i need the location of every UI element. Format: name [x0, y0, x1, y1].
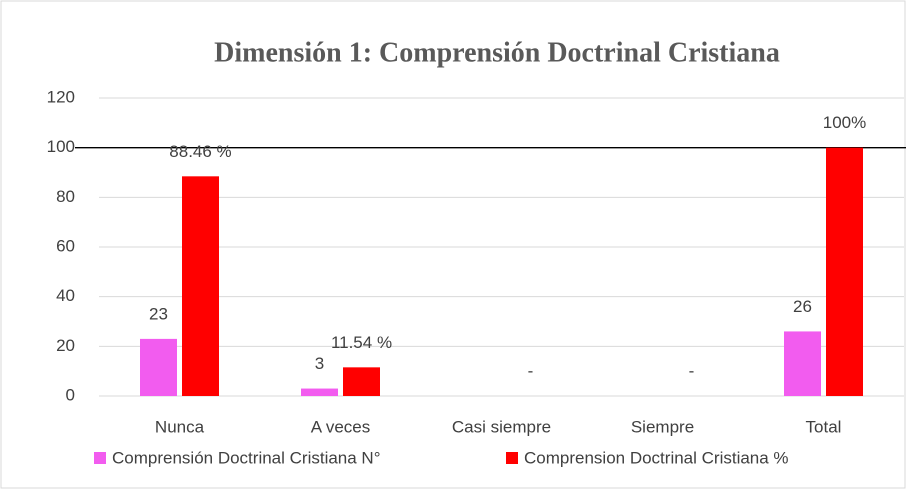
- data-label: -: [689, 361, 695, 380]
- bar: [140, 338, 177, 396]
- data-label: 88.46 %: [169, 142, 231, 161]
- x-tick-label: Siempre: [631, 417, 694, 436]
- data-label: 11.54 %: [331, 333, 392, 352]
- legend-swatch: [94, 452, 106, 464]
- x-tick-label: Nunca: [155, 417, 205, 436]
- x-tick-label: A veces: [311, 417, 371, 436]
- bar: [826, 147, 863, 396]
- data-label: 23: [149, 304, 168, 323]
- y-tick-label: 40: [56, 286, 75, 305]
- y-tick-label: 0: [66, 385, 75, 404]
- y-tick-label: 100: [47, 137, 75, 156]
- data-label: -: [528, 361, 534, 380]
- bar: [784, 331, 821, 396]
- x-tick-label: Casi siempre: [452, 417, 551, 436]
- data-label: 100%: [823, 113, 866, 132]
- y-tick-label: 60: [56, 236, 75, 255]
- bar: [182, 176, 219, 396]
- chart-title: Dimensión 1: Comprensión Doctrinal Crist…: [214, 37, 780, 68]
- data-label: 26: [793, 297, 812, 316]
- bar: [343, 367, 380, 396]
- x-tick-label: Total: [806, 417, 842, 436]
- legend-label: Comprensión Doctrinal Cristiana N°: [112, 448, 381, 467]
- legend-swatch: [506, 452, 518, 464]
- y-tick-label: 80: [56, 187, 75, 206]
- legend-label: Comprension Doctrinal Cristiana %: [524, 448, 789, 467]
- data-label: 3: [315, 354, 324, 373]
- y-tick-label: 20: [56, 336, 75, 355]
- bar: [301, 388, 338, 396]
- y-tick-label: 120: [47, 87, 75, 106]
